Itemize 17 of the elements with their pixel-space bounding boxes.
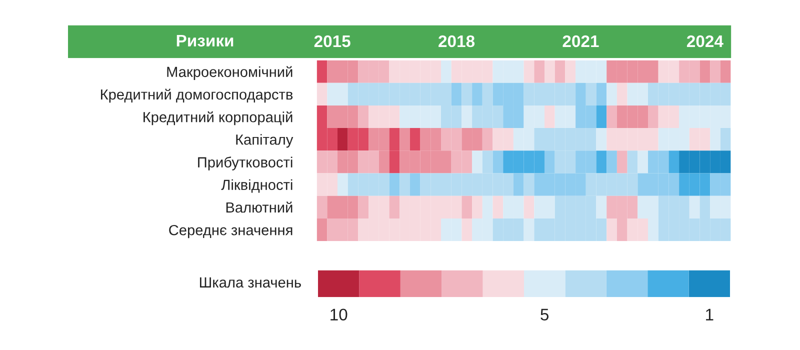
y-tick-label: Капіталу [236, 134, 294, 148]
color-bar-label: 5 [540, 308, 549, 321]
y-tick-label: Кредитний домогосподарств [101, 88, 293, 103]
x-tick-label: 2021 [562, 35, 599, 48]
x-tick-label: 2024 [686, 35, 724, 48]
y-tick-label: Кредитний корпорацій [144, 111, 292, 126]
color-bar-label: 1 [706, 308, 714, 320]
color-bar-title: Шкала значень [200, 277, 301, 288]
color-bar-label: 10 [330, 308, 348, 321]
x-tick-label: 2018 [438, 35, 475, 48]
y-tick-label: Ліквідності [221, 179, 292, 193]
y-axis-title: Ризики [176, 34, 234, 47]
y-tick-label: Прибутковості [198, 156, 292, 170]
x-tick-label: 2015 [314, 35, 350, 48]
y-tick-label: Валютний [226, 202, 292, 213]
y-tick-label: Середнє значення [169, 224, 292, 238]
y-tick-label: Макроекономічний [167, 66, 292, 80]
